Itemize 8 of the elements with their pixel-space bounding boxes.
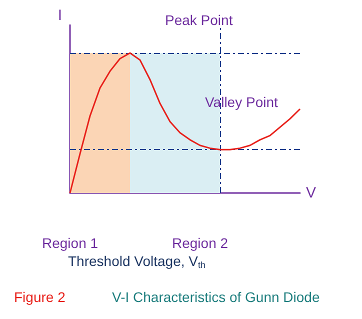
y-axis-title: I [58,7,62,24]
text: Region 2 [172,235,228,251]
text: Peak Point [165,12,233,28]
x-axis-title: V [306,184,316,202]
annotation: Valley Point [205,94,278,110]
caption: Figure 2 [14,289,66,305]
text: V-I Characteristics of Gunn Diode [112,289,320,305]
text: Region 1 [42,235,98,251]
